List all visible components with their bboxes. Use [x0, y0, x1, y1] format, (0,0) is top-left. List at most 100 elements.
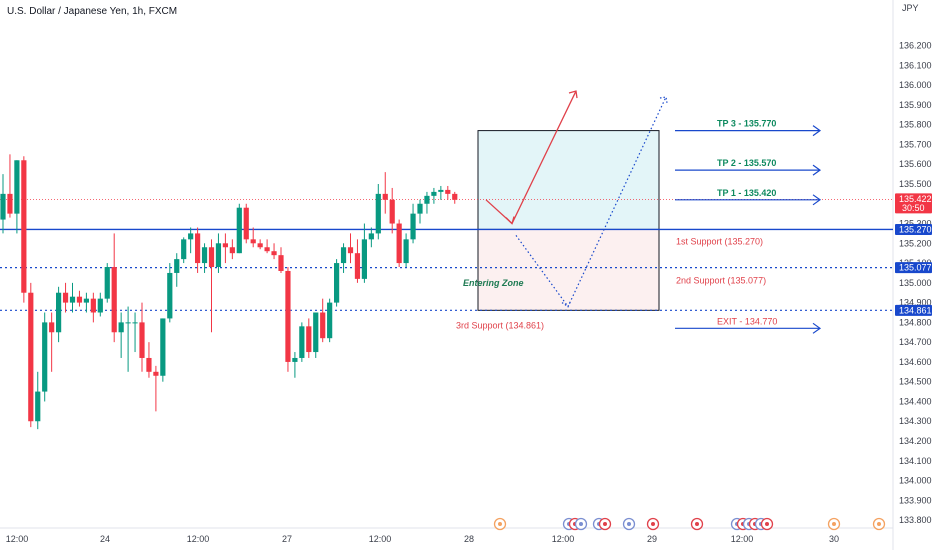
candles: [0, 154, 458, 430]
candle: [354, 239, 361, 283]
candle: [104, 263, 110, 303]
candle: [292, 352, 298, 378]
candle-body: [132, 322, 138, 324]
candle: [195, 227, 201, 273]
candle-body: [188, 233, 194, 240]
candle: [35, 371, 41, 430]
candle: [229, 239, 235, 260]
price-tick-label: 135.900: [899, 100, 932, 110]
candle-body: [104, 267, 110, 299]
candle: [7, 154, 13, 218]
candle: [14, 160, 20, 234]
candle: [215, 233, 222, 273]
candle: [236, 203, 242, 254]
price-tick-label: 134.300: [899, 416, 932, 426]
candle: [62, 282, 69, 313]
price-tick-label: 134.600: [899, 357, 932, 367]
candle: [0, 174, 6, 234]
candle: [368, 227, 374, 248]
time-tick-label: 30: [829, 534, 839, 544]
candle-body: [327, 302, 333, 339]
candle: [132, 312, 138, 353]
candle-body: [278, 255, 284, 271]
candle-body: [139, 322, 145, 358]
candle: [146, 342, 152, 378]
candle-body: [320, 312, 326, 339]
candle: [340, 243, 347, 273]
candle: [264, 239, 270, 254]
candle: [181, 237, 187, 264]
candle: [222, 233, 228, 264]
tp3-label: TP 3 - 135.770: [717, 119, 776, 129]
candle-body: [292, 357, 298, 362]
candle-body: [0, 193, 6, 220]
economic-events: [493, 517, 886, 531]
candle-body: [83, 298, 89, 303]
candle-body: [21, 160, 27, 293]
price-tick-label: 134.800: [899, 317, 932, 327]
candle: [431, 187, 437, 204]
candle-body: [334, 263, 340, 303]
event-marker-dot: [498, 522, 502, 526]
event-marker-dot: [603, 522, 607, 526]
candle: [21, 156, 27, 303]
price-tick-label: 135.600: [899, 159, 932, 169]
candle-body: [146, 357, 152, 372]
price-tick-label: 136.200: [899, 41, 932, 51]
price-tag-value: 134.861: [899, 305, 932, 315]
candle-body: [243, 207, 249, 240]
candle: [306, 318, 312, 358]
candle: [90, 292, 96, 323]
price-tag-countdown: 30:50: [902, 203, 925, 213]
candle-body: [195, 233, 201, 264]
candle: [118, 312, 124, 358]
candle-body: [452, 193, 458, 200]
candle-body: [153, 371, 159, 376]
candle: [167, 263, 173, 323]
time-tick-label: 12:00: [731, 534, 754, 544]
candle-body: [361, 239, 367, 279]
profit-zone: [477, 130, 660, 230]
price-tick-label: 134.500: [899, 377, 932, 387]
candle-body: [167, 272, 173, 319]
candle: [410, 203, 416, 244]
candle-body: [28, 292, 34, 422]
entry-zone: [477, 228, 660, 311]
tp1-arrowhead: [812, 194, 822, 206]
tp1-label: TP 1 - 135.420: [717, 188, 776, 198]
price-tick-label: 133.900: [899, 495, 932, 505]
candle-body: [236, 207, 242, 254]
candle: [313, 312, 319, 358]
candle-body: [375, 193, 381, 234]
candle: [417, 199, 423, 224]
time-tick-label: 12:00: [187, 534, 210, 544]
price-tick-label: 134.200: [899, 436, 932, 446]
candle-body: [382, 193, 388, 200]
price-tick-label: 135.700: [899, 139, 932, 149]
pullback-arrowhead: [505, 216, 515, 225]
support2-label: 2nd Support (135.077): [676, 276, 766, 286]
candle-body: [438, 189, 444, 192]
candle-body: [354, 253, 361, 279]
candle-body: [111, 267, 117, 333]
candle-body: [389, 199, 395, 224]
candle-body: [35, 391, 41, 422]
event-marker-dot: [877, 522, 881, 526]
candle: [208, 239, 215, 333]
event-marker-dot: [695, 522, 699, 526]
candle-body: [417, 203, 423, 214]
candle: [97, 292, 103, 317]
time-tick-label: 12:00: [552, 534, 575, 544]
candle: [76, 290, 83, 307]
price-tag-value: 135.077: [899, 263, 932, 273]
candle: [285, 267, 291, 372]
price-tag-value: 135.270: [899, 224, 932, 234]
event-marker-dot: [765, 522, 769, 526]
candle: [188, 227, 194, 254]
candle: [83, 292, 89, 313]
time-axis: 12:00 24 12:00 27 12:00 28 12:00 29 12:00 30: [6, 534, 839, 544]
candle-body: [76, 296, 83, 303]
